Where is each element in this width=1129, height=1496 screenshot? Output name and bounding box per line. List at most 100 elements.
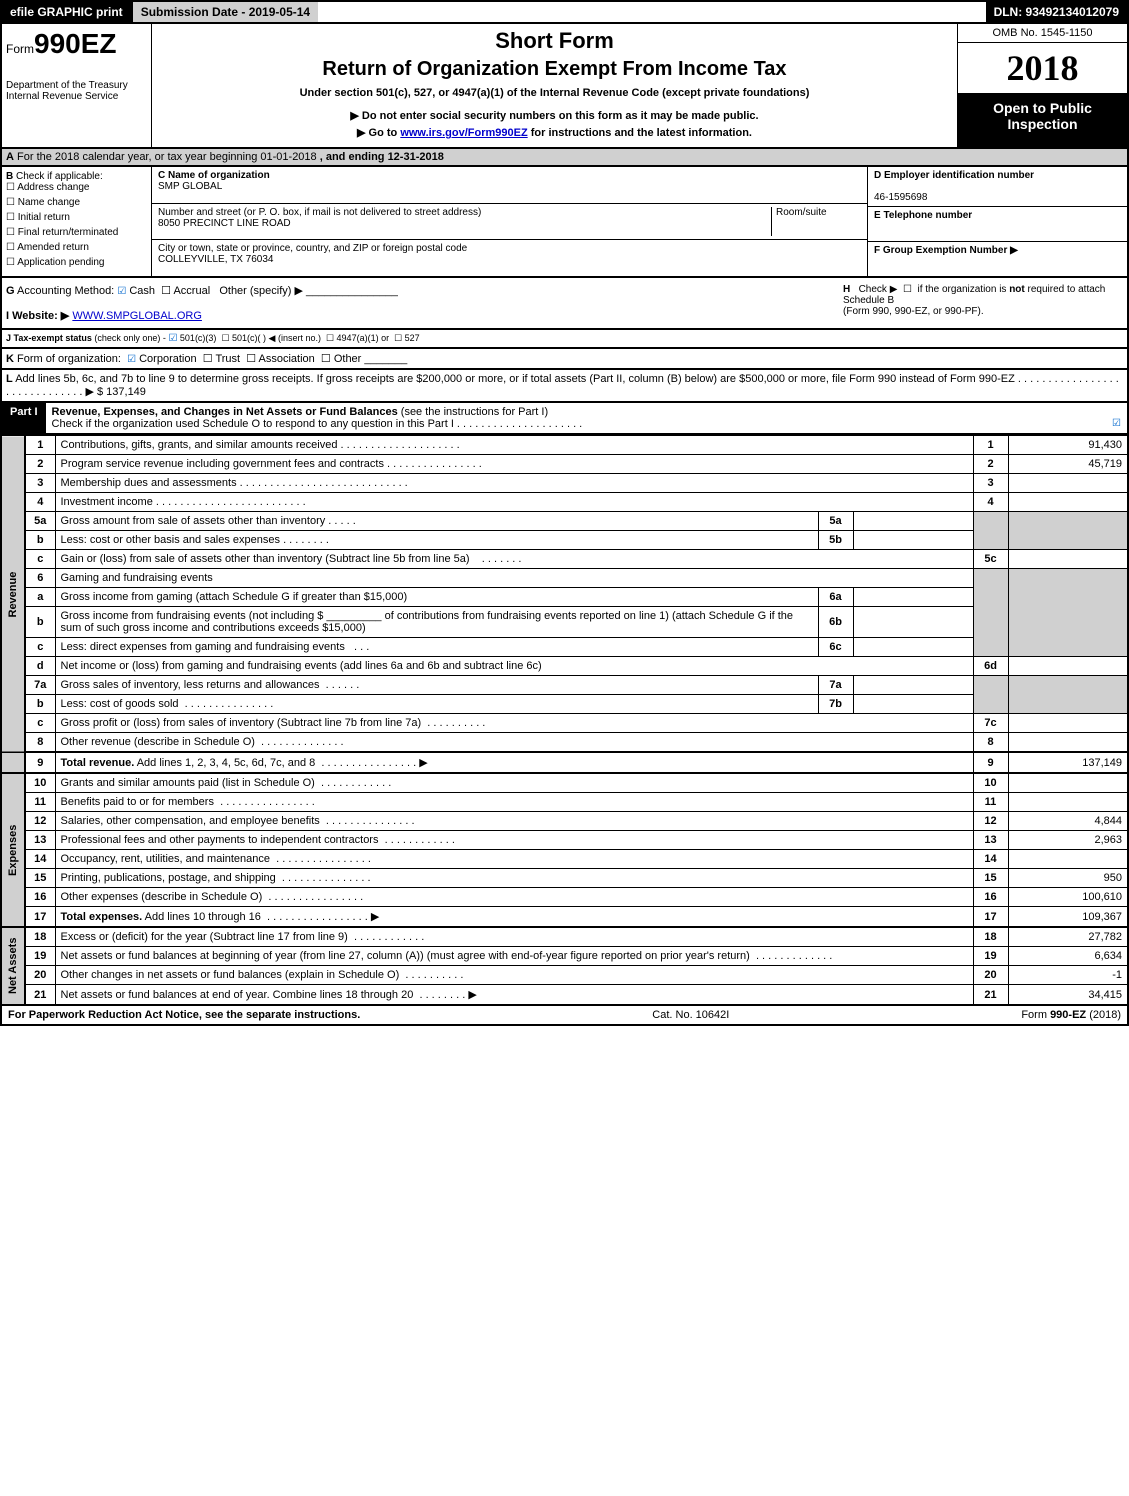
h-text1: Check ▶	[859, 284, 898, 295]
section-b-label: B	[6, 171, 13, 182]
org-name-value: SMP GLOBAL	[158, 181, 222, 192]
mid-num: 6a	[818, 588, 853, 607]
right-val	[1008, 550, 1128, 569]
checkbox-application-pending[interactable]: ☐ Application pending	[6, 257, 147, 268]
table-row: 7a Gross sales of inventory, less return…	[1, 676, 1128, 695]
right-val: 2,963	[1008, 831, 1128, 850]
l-arrow: ▶ $ 137,149	[85, 386, 145, 398]
desc-text: Gross sales of inventory, less returns a…	[61, 679, 320, 691]
table-row: c Gross profit or (loss) from sales of i…	[1, 714, 1128, 733]
cash-checkbox-icon[interactable]: ☑	[117, 286, 126, 297]
desc-text: Contributions, gifts, grants, and simila…	[61, 439, 338, 451]
line-desc: Other revenue (describe in Schedule O) .…	[55, 733, 973, 753]
i-label: I Website: ▶	[6, 310, 69, 322]
k-opt0: Corporation	[139, 353, 196, 365]
line-desc: Salaries, other compensation, and employ…	[55, 812, 973, 831]
right-val	[1008, 474, 1128, 493]
line-desc: Gross sales of inventory, less returns a…	[55, 676, 818, 695]
irs-text: Internal Revenue Service	[6, 91, 147, 102]
line-num: 11	[25, 793, 55, 812]
line-desc: Net income or (loss) from gaming and fun…	[55, 657, 973, 676]
right-num: 9	[973, 752, 1008, 773]
line-num: 13	[25, 831, 55, 850]
right-val: 27,782	[1008, 927, 1128, 947]
line-num: 1	[25, 436, 55, 455]
org-name-label: C Name of organization	[158, 170, 270, 181]
shaded-cell	[973, 569, 1008, 657]
header-left: Form990EZ Department of the Treasury Int…	[2, 24, 152, 147]
line-num: 15	[25, 869, 55, 888]
line-num: 19	[25, 947, 55, 966]
line-desc: Gross profit or (loss) from sales of inv…	[55, 714, 973, 733]
k-checkbox-icon[interactable]: ☑	[127, 354, 136, 365]
footer-left: For Paperwork Reduction Act Notice, see …	[8, 1009, 360, 1021]
line-num: a	[25, 588, 55, 607]
desc-text: Net assets or fund balances at end of ye…	[61, 989, 414, 1001]
j-checkbox-icon[interactable]: ☑	[168, 333, 177, 344]
line-num: 10	[25, 773, 55, 793]
mid-num: 5a	[818, 512, 853, 531]
l-label: L	[6, 373, 13, 385]
right-val	[1008, 657, 1128, 676]
main-table: Revenue 1 Contributions, gifts, grants, …	[0, 435, 1129, 1006]
form-number-big: 990EZ	[34, 28, 117, 59]
irs-link[interactable]: www.irs.gov/Form990EZ	[400, 127, 527, 139]
expenses-sidebar: Expenses	[1, 773, 25, 927]
checkbox-initial-return[interactable]: ☐ Initial return	[6, 212, 147, 223]
line-num: 21	[25, 985, 55, 1006]
check-if-text: Check if applicable:	[16, 171, 103, 182]
line-desc: Excess or (deficit) for the year (Subtra…	[55, 927, 973, 947]
department-text: Department of the Treasury Internal Reve…	[6, 80, 147, 102]
section-c: C Name of organization SMP GLOBAL Number…	[152, 167, 867, 276]
line-num: b	[25, 531, 55, 550]
open-public-line2: Inspection	[964, 116, 1121, 132]
right-num: 21	[973, 985, 1008, 1006]
h-not: not	[1009, 284, 1025, 295]
group-exemption-label: F Group Exemption Number ▶	[874, 245, 1018, 256]
cb-label-4: Amended return	[17, 242, 89, 253]
line-desc: Total revenue. Add lines 1, 2, 3, 4, 5c,…	[55, 752, 973, 773]
desc-text: Investment income	[61, 496, 153, 508]
table-row: 11 Benefits paid to or for members . . .…	[1, 793, 1128, 812]
g-accrual: Accrual	[173, 285, 210, 297]
line-desc: Occupancy, rent, utilities, and maintena…	[55, 850, 973, 869]
table-row: 16 Other expenses (describe in Schedule …	[1, 888, 1128, 907]
right-val: 45,719	[1008, 455, 1128, 474]
website-link[interactable]: WWW.SMPGLOBAL.ORG	[72, 310, 202, 322]
desc-text: Occupancy, rent, utilities, and maintena…	[61, 853, 271, 865]
city-row: City or town, state or province, country…	[152, 240, 867, 276]
return-title: Return of Organization Exempt From Incom…	[156, 58, 953, 81]
section-l: L Add lines 5b, 6c, and 7b to line 9 to …	[0, 370, 1129, 403]
line-desc: Gross amount from sale of assets other t…	[55, 512, 818, 531]
desc-text: Program service revenue including govern…	[61, 458, 384, 470]
right-num: 7c	[973, 714, 1008, 733]
checkbox-final-return[interactable]: ☐ Final return/terminated	[6, 227, 147, 238]
checkbox-name-change[interactable]: ☐ Name change	[6, 197, 147, 208]
section-h: H Check ▶ ☐ if the organization is not r…	[843, 284, 1123, 322]
j-text: (check only one) -	[94, 333, 166, 343]
right-val	[1008, 733, 1128, 753]
table-row: 12 Salaries, other compensation, and emp…	[1, 812, 1128, 831]
line-num: 17	[25, 907, 55, 928]
line-num: 8	[25, 733, 55, 753]
mid-val	[853, 638, 973, 657]
desc-text: Membership dues and assessments	[61, 477, 237, 489]
table-row: 20 Other changes in net assets or fund b…	[1, 966, 1128, 985]
shaded-cell	[1008, 569, 1128, 657]
efile-print-button[interactable]: efile GRAPHIC print	[2, 2, 133, 22]
line-num: b	[25, 695, 55, 714]
part1-checkbox-icon[interactable]: ☑	[1112, 418, 1121, 429]
table-row: c Less: direct expenses from gaming and …	[1, 638, 1128, 657]
table-row: Net Assets 18 Excess or (deficit) for th…	[1, 927, 1128, 947]
line-num: 20	[25, 966, 55, 985]
line-desc: Other changes in net assets or fund bala…	[55, 966, 973, 985]
short-form-title: Short Form	[156, 28, 953, 54]
checkbox-address-change[interactable]: ☐ Address change	[6, 182, 147, 193]
line-num: c	[25, 550, 55, 569]
under-section-text: Under section 501(c), 527, or 4947(a)(1)…	[156, 87, 953, 99]
line-desc: Less: cost or other basis and sales expe…	[55, 531, 818, 550]
section-g: G Accounting Method: ☑ Cash ☐ Accrual Ot…	[6, 284, 843, 322]
section-a-row: A For the 2018 calendar year, or tax yea…	[0, 149, 1129, 167]
checkbox-amended-return[interactable]: ☐ Amended return	[6, 242, 147, 253]
desc-text: Other expenses (describe in Schedule O)	[61, 891, 263, 903]
